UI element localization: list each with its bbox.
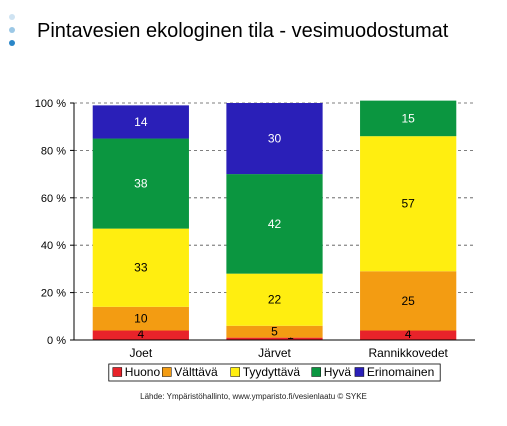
y-tick-label: 0 %: [47, 335, 66, 347]
legend-label: Erinomainen: [367, 365, 434, 379]
page-title: Pintavesien ekologinen tila - vesimuodos…: [37, 20, 449, 42]
bar-segment: [360, 271, 457, 331]
data-label: 4: [405, 327, 412, 341]
data-label: 38: [134, 177, 148, 191]
data-label: 25: [401, 294, 415, 308]
source-note: Lähde: Ympäristöhallinto, www.ymparisto.…: [140, 392, 367, 401]
data-label: 22: [268, 293, 282, 307]
bar-segment: [226, 174, 323, 274]
legend-swatch: [230, 367, 240, 377]
y-tick-label: 60 %: [41, 193, 66, 205]
bar-segment: [226, 273, 323, 326]
legend-swatch: [162, 367, 172, 377]
data-label: 42: [268, 217, 282, 231]
data-label: 57: [401, 197, 415, 211]
bar-segment: [92, 138, 189, 229]
bar-segment: [92, 330, 189, 340]
title-bullets: [9, 14, 21, 53]
bar-segment: [92, 306, 189, 331]
x-tick-label: Rannikkovedet: [368, 346, 448, 360]
legend-label: Huono: [125, 365, 161, 379]
data-label: 15: [401, 111, 415, 125]
bar-segment: [226, 337, 323, 340]
bar-segment: [360, 330, 457, 340]
y-tick-label: 40 %: [41, 240, 66, 252]
legend-swatch: [112, 367, 123, 377]
bar-segment: [360, 100, 457, 137]
legend-label: Tyydyttävä: [243, 365, 301, 379]
data-label: 33: [134, 261, 148, 275]
bar-segment: [360, 136, 457, 272]
x-tick-label: Järvet: [258, 346, 291, 360]
bullet-dot: [9, 40, 15, 46]
y-tick-label: 80 %: [41, 145, 66, 157]
y-tick-label: 20 %: [41, 288, 66, 300]
bar-segment: [92, 228, 189, 307]
data-label: 30: [268, 132, 282, 146]
data-label: 14: [134, 115, 148, 129]
data-label: 4: [137, 327, 144, 341]
bullet-dot: [9, 27, 15, 33]
legend-label: Hyvä: [324, 365, 352, 379]
legend-swatch: [311, 367, 321, 377]
legend-label: Välttävä: [174, 365, 218, 379]
x-tick-label: Joet: [129, 346, 152, 360]
bar-segment: [226, 103, 323, 175]
bullet-dot: [9, 14, 15, 20]
data-label: 10: [134, 312, 148, 326]
bar-segment: [226, 325, 323, 338]
legend-swatch: [354, 367, 365, 377]
data-label: 5: [271, 325, 278, 339]
bar-segment: [92, 105, 189, 139]
y-tick-label: 100 %: [35, 98, 66, 110]
